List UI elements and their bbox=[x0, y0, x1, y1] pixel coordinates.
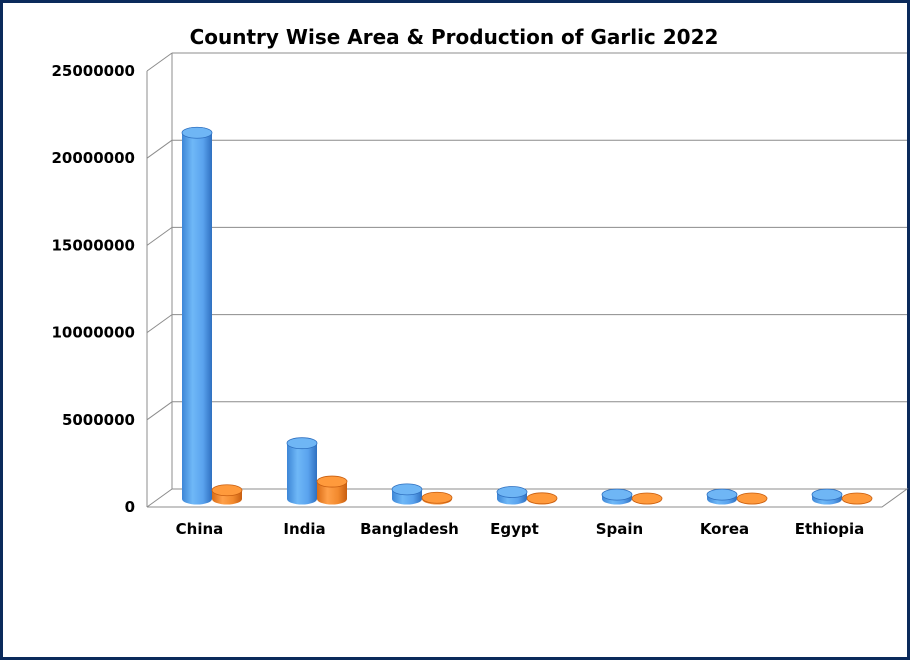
bar-top bbox=[706, 488, 738, 501]
bar bbox=[316, 475, 348, 505]
bar bbox=[841, 492, 873, 505]
y-tick-label: 25000000 bbox=[52, 62, 136, 80]
bar-body bbox=[182, 132, 212, 505]
gridline-side bbox=[146, 139, 173, 159]
bar bbox=[391, 483, 423, 505]
x-tick-label: India bbox=[283, 520, 325, 538]
y-tick-label: 5000000 bbox=[62, 411, 135, 429]
bar-top bbox=[211, 484, 243, 497]
bar-top bbox=[496, 486, 528, 498]
bar-top bbox=[316, 475, 348, 488]
bar-top bbox=[181, 126, 213, 139]
x-tick-label: Egypt bbox=[490, 520, 539, 538]
x-axis-labels: China India Bangladesh Egypt Spain Korea Ethio… bbox=[176, 520, 865, 538]
bar bbox=[631, 492, 663, 505]
bar bbox=[421, 491, 453, 505]
bars-layer bbox=[181, 126, 873, 505]
bar bbox=[526, 492, 558, 505]
x-tick-label: Korea bbox=[700, 520, 749, 538]
bar bbox=[811, 488, 843, 505]
x-tick-label: China bbox=[176, 520, 224, 538]
bar-body bbox=[287, 443, 317, 505]
floor bbox=[146, 488, 909, 508]
gridline-side bbox=[146, 52, 173, 72]
bar bbox=[706, 488, 738, 505]
gridline-side bbox=[146, 314, 173, 334]
bar bbox=[601, 488, 633, 505]
bar-top bbox=[601, 488, 633, 501]
y-tick-label: 20000000 bbox=[52, 149, 136, 167]
gridline-side bbox=[146, 401, 173, 421]
y-tick-label: 15000000 bbox=[52, 236, 136, 254]
plot-walls bbox=[146, 52, 909, 508]
bar bbox=[211, 484, 243, 505]
x-tick-label: Ethiopia bbox=[795, 520, 865, 538]
bar-top bbox=[736, 492, 768, 505]
bar-top bbox=[391, 483, 423, 496]
bar-body bbox=[317, 481, 347, 505]
bar-top bbox=[811, 488, 843, 501]
x-tick-label: Spain bbox=[596, 520, 643, 538]
y-tick-label: 10000000 bbox=[52, 324, 136, 342]
bar bbox=[496, 486, 528, 505]
bar-top bbox=[286, 437, 318, 450]
y-axis-ticks: 0 5000000 10000000 15000000 20000000 25000000 bbox=[52, 62, 136, 516]
bar bbox=[181, 126, 213, 505]
bar-top bbox=[631, 492, 663, 505]
chart-title: Country Wise Area & Production of Garlic… bbox=[190, 25, 719, 49]
y-tick-label: 0 bbox=[125, 498, 135, 516]
gridline-side bbox=[146, 226, 173, 246]
x-tick-label: Bangladesh bbox=[360, 520, 459, 538]
bar-top bbox=[526, 492, 558, 505]
bar bbox=[286, 437, 318, 505]
bar-top bbox=[841, 492, 873, 505]
bar bbox=[736, 492, 768, 505]
bar-top bbox=[421, 491, 453, 504]
